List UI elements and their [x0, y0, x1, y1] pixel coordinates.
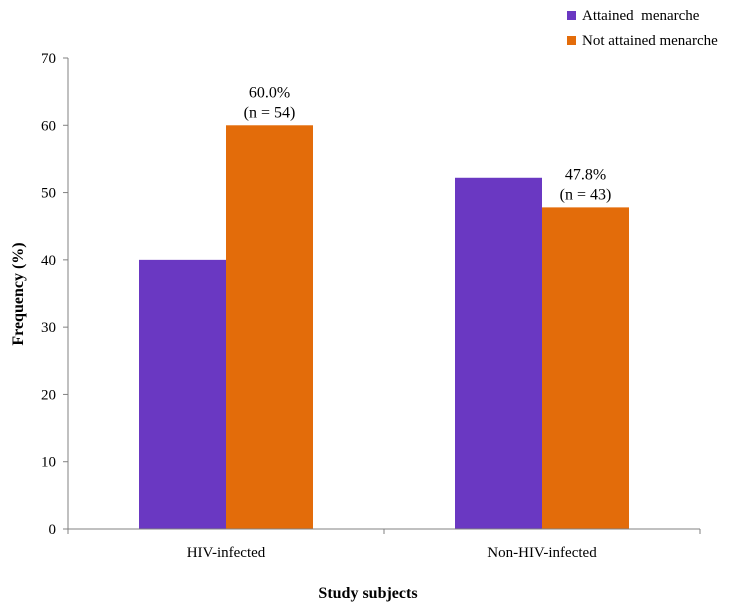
legend-swatch	[567, 36, 576, 45]
legend-label: Attained menarche	[582, 8, 700, 24]
legend-label: Not attained menarche	[582, 33, 718, 49]
y-tick-label: 70	[41, 51, 56, 67]
y-axis-title: Frequency (%)	[10, 242, 27, 345]
bar-attained-menarche-non-hiv-infected	[455, 177, 542, 530]
x-category-label: Non-HIV-infected	[487, 545, 597, 561]
axes-group: 0 10 20 30 40 50 60 70 HIV-infected Non-HIV-infec…	[41, 51, 701, 561]
y-tick-label: 10	[41, 455, 56, 471]
bar-not-attained-menarche-non-hiv-infected	[542, 207, 629, 530]
data-labels-group: 60.0% (n = 54) 47.8% (n = 43)	[244, 84, 612, 203]
y-tick-label: 50	[41, 186, 56, 202]
y-tick-label: 0	[49, 522, 57, 538]
y-tick-label: 30	[41, 320, 56, 336]
data-label-percent: 60.0%	[249, 84, 290, 101]
x-axis-title: Study subjects	[318, 585, 417, 602]
data-label-count: (n = 43)	[560, 186, 612, 203]
bar-attained-menarche-hiv-infected	[139, 259, 226, 529]
y-tick-label: 40	[41, 253, 56, 269]
y-tick-label: 20	[41, 387, 56, 403]
legend: Attained menarche Not attained menarche	[567, 8, 718, 49]
x-category-label: HIV-infected	[187, 545, 266, 561]
data-label-count: (n = 54)	[244, 104, 296, 121]
bar-not-attained-menarche-hiv-infected	[226, 125, 313, 530]
bars-group	[139, 125, 629, 530]
y-tick-label: 60	[41, 118, 56, 134]
legend-swatch	[567, 11, 576, 20]
data-label-percent: 47.8%	[565, 166, 606, 183]
